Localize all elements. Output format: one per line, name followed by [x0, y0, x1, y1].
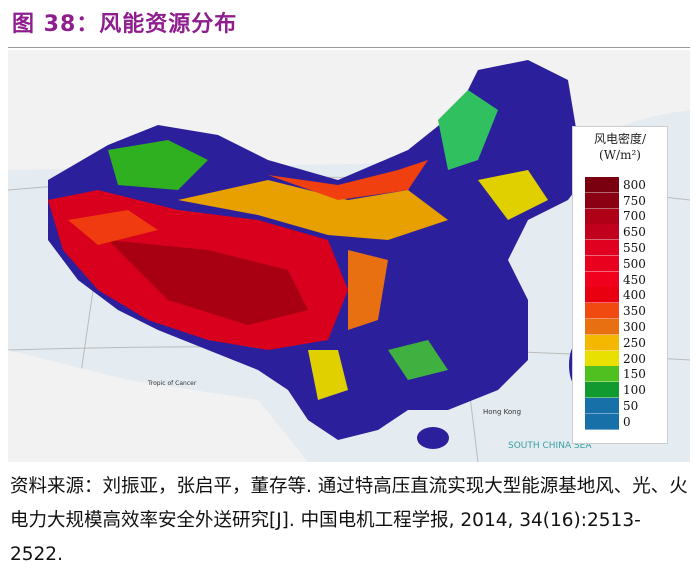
legend-unit: (W/m²)	[599, 148, 641, 162]
map-graphic: Tropic of Cancer Hong Kong SOUTH CHINA S…	[7, 49, 691, 463]
legend-swatch	[585, 366, 619, 383]
legend-swatch	[585, 303, 619, 320]
legend-value: 350	[623, 304, 646, 319]
legend-value: 200	[623, 351, 646, 366]
legend-value: 150	[623, 367, 646, 382]
legend-swatch	[585, 350, 619, 367]
legend-value: 550	[623, 241, 646, 256]
legend-entries: 800 750 700 650 550 500 450 400 350 300 250 200 150 1…	[585, 176, 646, 430]
legend-entry: 750	[585, 192, 646, 209]
tropic-label: Tropic of Cancer	[147, 380, 197, 387]
legend-swatch	[585, 224, 619, 241]
legend-entry: 400	[585, 287, 646, 304]
legend-entry: 0	[585, 413, 646, 430]
legend-entry: 50	[585, 398, 646, 415]
map-legend: 风电密度/ (W/m²) 800 750 700 650 550 500 450 400 350…	[572, 126, 668, 444]
legend-value: 100	[623, 383, 646, 398]
legend-swatch	[585, 287, 619, 304]
legend-entry: 700	[585, 208, 646, 225]
legend-swatch	[585, 382, 619, 399]
sea-label: SOUTH CHINA SEA	[508, 441, 592, 451]
legend-swatch	[585, 176, 619, 193]
legend-entry: 650	[585, 224, 646, 241]
legend-entry: 350	[585, 303, 646, 320]
legend-value: 0	[623, 414, 631, 429]
legend-value: 250	[623, 335, 646, 350]
legend-swatch	[585, 334, 619, 351]
legend-swatch	[585, 240, 619, 257]
legend-value: 650	[623, 225, 646, 240]
source-caption: 资料来源：刘振亚，张启平，董存等. 通过特高压直流实现大型能源基地风、光、火电力…	[10, 476, 688, 565]
legend-swatch	[585, 255, 619, 272]
legend-value: 300	[623, 320, 646, 335]
title-divider	[8, 47, 690, 48]
legend-value: 800	[623, 177, 646, 192]
legend-entry: 100	[585, 382, 646, 399]
legend-entry: 800	[585, 176, 646, 193]
legend-title: 风电密度/	[593, 132, 647, 146]
legend-value: 750	[623, 193, 646, 208]
legend-value: 50	[623, 399, 639, 414]
legend-swatch	[585, 192, 619, 209]
legend-swatch	[585, 319, 619, 336]
legend-entry: 500	[585, 255, 646, 272]
figure-title: 图 38：风能资源分布	[12, 12, 238, 37]
legend-value: 500	[623, 256, 646, 271]
legend-entry: 250	[585, 334, 646, 351]
legend-entry: 200	[585, 350, 646, 367]
legend-swatch	[585, 208, 619, 225]
legend-swatch	[585, 413, 619, 430]
legend-swatch	[585, 398, 619, 415]
wind-resource-map: Tropic of Cancer Hong Kong SOUTH CHINA S…	[7, 49, 691, 463]
legend-value: 700	[623, 209, 646, 224]
legend-value: 450	[623, 272, 646, 287]
legend-entry: 150	[585, 366, 646, 383]
legend-swatch	[585, 271, 619, 288]
legend-value: 400	[623, 288, 646, 303]
legend-entry: 550	[585, 240, 646, 257]
legend-entry: 450	[585, 271, 646, 288]
legend-entry: 300	[585, 319, 646, 336]
hong-kong-label: Hong Kong	[483, 408, 521, 416]
